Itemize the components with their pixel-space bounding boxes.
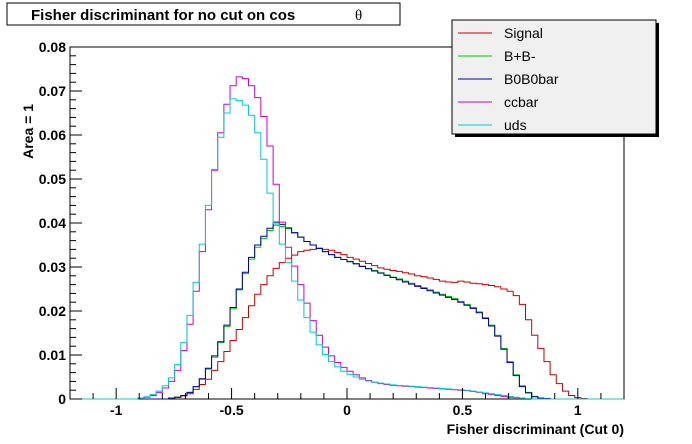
- y-tick-label: 0.03: [39, 259, 66, 275]
- y-tick-label: 0.08: [39, 39, 66, 55]
- x-tick-label: -1: [110, 402, 123, 418]
- x-tick-label: 1: [574, 402, 582, 418]
- chart-title-symbol: θ: [355, 8, 362, 24]
- x-tick-label: 0: [343, 402, 351, 418]
- legend-label: uds: [504, 117, 527, 133]
- x-axis-title: Fisher discriminant (Cut 0): [447, 421, 624, 437]
- chart-title: Fisher discriminant for no cut on cos: [31, 7, 295, 24]
- legend: Signal B+B- B0B0bar ccbar uds: [451, 19, 659, 137]
- legend-label: B+B-: [504, 48, 536, 64]
- legend-label: B0B0bar: [504, 71, 559, 87]
- x-tick-label: 0.5: [453, 402, 473, 418]
- title-box: [6, 2, 401, 26]
- histogram-uds: [70, 98, 624, 400]
- y-tick-label: 0.04: [39, 215, 66, 231]
- histogram-b0b0bar: [70, 221, 624, 400]
- axis-layer: -1 -0.5 0 0.5 1 0 0.01 0.02 0.03 0.04 0.05 0.06 0.07…: [39, 39, 625, 418]
- legend-label: Signal: [504, 25, 543, 41]
- y-tick-label: 0.07: [39, 83, 66, 99]
- y-tick-label: 0.01: [39, 347, 66, 363]
- y-axis-title: Area = 1: [20, 104, 36, 159]
- legend-label: ccbar: [504, 94, 539, 110]
- y-tick-label: 0: [58, 391, 66, 407]
- histogram-layer: [70, 76, 624, 400]
- y-tick-label: 0.05: [39, 171, 66, 187]
- histogram-signal: [70, 247, 624, 400]
- legend-entries: Signal B+B- B0B0bar ccbar uds: [458, 25, 559, 133]
- x-tick-label: -0.5: [220, 402, 244, 418]
- legend-box: [451, 19, 657, 135]
- y-tick-label: 0.06: [39, 127, 66, 143]
- y-tick-label: 0.02: [39, 303, 66, 319]
